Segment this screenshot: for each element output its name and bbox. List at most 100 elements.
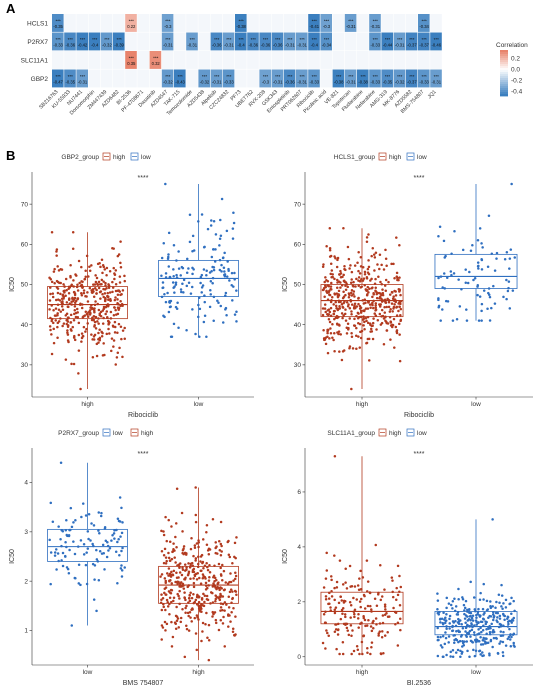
data-point (105, 332, 109, 336)
data-point (329, 262, 333, 266)
data-point (454, 605, 458, 608)
data-point (235, 536, 238, 539)
data-point (506, 615, 510, 619)
heatmap-cell (52, 32, 64, 51)
data-point (333, 586, 336, 590)
legend-label: low (141, 154, 151, 161)
data-point (228, 590, 232, 594)
data-point (345, 326, 349, 329)
data-point (472, 648, 475, 652)
data-point (197, 600, 201, 604)
data-point (174, 535, 177, 539)
data-point (187, 562, 190, 565)
heatmap-significance: *** (360, 74, 366, 79)
data-point (381, 314, 385, 318)
data-point (79, 539, 83, 542)
data-point (233, 634, 236, 637)
data-point (232, 211, 235, 214)
data-point (324, 276, 327, 279)
data-point (98, 532, 101, 535)
data-point (87, 512, 91, 516)
data-point (357, 626, 360, 629)
data-point (478, 598, 482, 601)
data-point (108, 270, 112, 273)
data-point (336, 316, 339, 320)
data-point (437, 276, 440, 280)
data-point (492, 636, 496, 640)
data-point (341, 606, 345, 610)
data-point (189, 591, 192, 594)
data-point (476, 293, 479, 297)
data-point (476, 283, 480, 287)
data-point (359, 255, 363, 259)
data-point (164, 182, 167, 186)
heatmap-significance: *** (421, 74, 427, 79)
data-point (368, 359, 371, 362)
data-point (167, 255, 170, 259)
data-point (85, 254, 89, 258)
y-tick-label: 1 (24, 628, 28, 635)
data-point (392, 606, 395, 610)
data-point (453, 633, 457, 637)
data-point (324, 610, 327, 614)
data-point (170, 645, 174, 648)
data-point (60, 559, 63, 562)
data-point (477, 632, 481, 635)
data-point (54, 307, 58, 310)
data-point (176, 301, 179, 304)
heatmap-cell (186, 14, 198, 32)
data-point (366, 267, 370, 271)
data-point (194, 632, 198, 635)
data-point (82, 289, 86, 292)
data-point (165, 539, 169, 543)
heatmap-significance: *** (385, 37, 391, 42)
data-point (332, 338, 335, 342)
data-point (212, 219, 216, 223)
data-point (67, 291, 71, 295)
data-point (485, 599, 489, 603)
data-point (167, 265, 171, 268)
data-point (111, 286, 115, 289)
data-point (162, 554, 166, 557)
data-point (88, 286, 92, 290)
data-point (440, 617, 444, 620)
legend-label: low (113, 430, 123, 437)
data-point (461, 627, 465, 630)
data-point (60, 305, 64, 308)
data-point (52, 308, 55, 312)
data-point (346, 285, 349, 289)
data-point (95, 354, 99, 358)
data-point (82, 325, 86, 329)
data-point (478, 639, 481, 643)
data-point (119, 240, 122, 243)
data-point (167, 253, 170, 256)
data-point (323, 295, 326, 298)
data-point (57, 559, 60, 563)
data-point (118, 496, 122, 499)
data-point (58, 281, 61, 285)
data-point (357, 612, 360, 616)
data-point (500, 594, 504, 597)
heatmap-cell-value: -0.38 (358, 79, 368, 84)
data-point (70, 362, 73, 366)
data-point (181, 530, 184, 533)
data-point (227, 613, 230, 616)
heatmap-cell (161, 51, 174, 69)
data-point (508, 307, 512, 310)
x-tick-label: high (356, 401, 369, 408)
heatmap-cell (100, 32, 113, 51)
heatmap-cell (271, 32, 284, 51)
y-tick-label: 70 (21, 201, 29, 208)
panel-b-label: B (6, 148, 15, 163)
data-point (97, 286, 101, 290)
data-point (379, 564, 382, 567)
data-point (377, 291, 381, 295)
data-point (342, 599, 346, 603)
data-point (436, 607, 439, 611)
data-point (442, 611, 445, 615)
data-point (455, 630, 458, 633)
data-point (49, 286, 52, 289)
data-point (206, 549, 210, 552)
legend-title: SLC11A1_group (327, 430, 375, 437)
data-point (165, 559, 168, 563)
